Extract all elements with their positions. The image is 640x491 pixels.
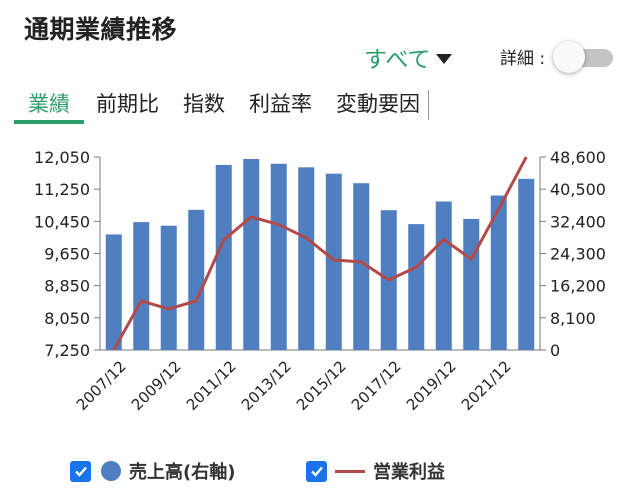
bar-2016-12 xyxy=(353,183,370,350)
tab-yoy[interactable]: 前期比 xyxy=(96,92,159,116)
bar-2012-12 xyxy=(243,158,260,350)
tab-results[interactable]: 業績 xyxy=(14,86,84,124)
profit-line xyxy=(112,156,528,351)
tab-divider xyxy=(428,90,429,120)
tab-margin[interactable]: 利益率 xyxy=(249,92,312,116)
left-tick-label: 8,850 xyxy=(44,277,90,296)
right-tick-label: 8,100 xyxy=(550,309,596,328)
x-tick-label: 2015/12 xyxy=(293,357,350,414)
left-tick-label: 8,050 xyxy=(44,309,90,328)
bar-2015-12 xyxy=(325,173,342,350)
detail-toggle[interactable] xyxy=(553,40,614,73)
x-tick-label: 2019/12 xyxy=(403,357,460,414)
chevron-down-icon xyxy=(436,53,453,64)
x-tick-label: 2009/12 xyxy=(128,357,185,414)
bar-2018-12 xyxy=(408,224,425,350)
bar-2022-12 xyxy=(518,178,535,350)
toggle-knob xyxy=(553,40,586,73)
bar-2014-12 xyxy=(298,167,315,350)
tab-factors[interactable]: 変動要因 xyxy=(336,92,420,116)
right-tick-label: 0 xyxy=(550,341,560,360)
legend-dot-sales xyxy=(101,461,121,481)
chart: 12,050 11,250 10,450 9,650 8,850 8,050 7,250 48… xyxy=(34,148,606,414)
tab-bar: 業績 前期比 指数 利益率 変動要因 xyxy=(14,86,429,124)
bar-2008-12 xyxy=(133,222,150,350)
filter-dropdown[interactable]: すべて xyxy=(364,40,453,74)
x-tick-label: 2011/12 xyxy=(183,357,240,414)
page-title: 通期業績推移 xyxy=(24,15,178,44)
legend-item-profit: 営業利益 xyxy=(306,458,445,484)
left-tick-label: 10,450 xyxy=(34,212,90,231)
left-tick-label: 11,250 xyxy=(34,180,90,199)
left-tick-label: 7,250 xyxy=(44,341,90,360)
right-tick-label: 24,300 xyxy=(550,245,606,264)
legend-label-sales: 売上高(右軸) xyxy=(129,462,236,483)
check-icon xyxy=(74,466,87,477)
left-tick-label: 9,650 xyxy=(44,245,90,264)
filter-label: すべて xyxy=(364,47,431,73)
bar-2020-12 xyxy=(463,218,480,350)
x-tick-label: 2017/12 xyxy=(348,357,405,414)
profit-checkbox[interactable] xyxy=(306,460,327,482)
x-tick-label: 2021/12 xyxy=(458,357,515,414)
bar-2019-12 xyxy=(435,201,452,350)
right-tick-label: 48,600 xyxy=(550,148,606,167)
legend-label-profit: 営業利益 xyxy=(373,462,445,483)
bar-2009-12 xyxy=(160,225,177,350)
bar-2010-12 xyxy=(188,209,205,350)
legend-item-sales: 売上高(右軸) xyxy=(70,458,235,484)
check-icon xyxy=(310,466,323,477)
right-tick-label: 40,500 xyxy=(550,180,606,199)
tab-index[interactable]: 指数 xyxy=(183,92,225,116)
bar-2021-12 xyxy=(490,195,507,350)
bar-2011-12 xyxy=(215,164,232,350)
detail-toggle-group: 詳細 : xyxy=(500,40,614,73)
sales-checkbox[interactable] xyxy=(70,460,91,482)
right-tick-label: 16,200 xyxy=(550,277,606,296)
bar-2007-12 xyxy=(105,234,122,350)
x-tick-label: 2007/12 xyxy=(73,357,130,414)
bar-2013-12 xyxy=(270,163,287,350)
right-tick-label: 32,400 xyxy=(550,212,606,231)
legend-line-profit xyxy=(335,469,365,473)
detail-label: 詳細 : xyxy=(500,49,546,69)
x-tick-label: 2013/12 xyxy=(238,357,295,414)
left-tick-label: 12,050 xyxy=(34,148,90,167)
